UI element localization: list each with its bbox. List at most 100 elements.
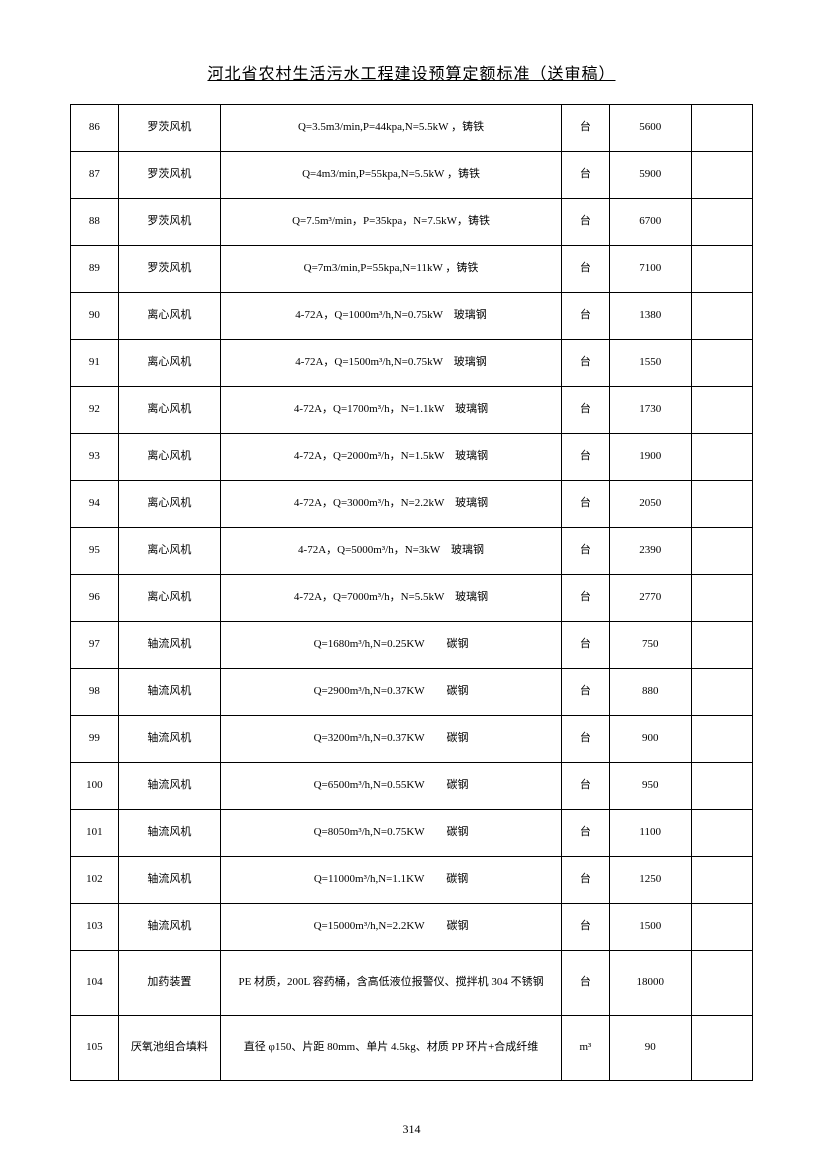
cell-note: [691, 387, 752, 434]
cell-note: [691, 904, 752, 951]
cell-name: 轴流风机: [118, 904, 220, 951]
cell-unit: 台: [562, 716, 610, 763]
cell-note: [691, 246, 752, 293]
cell-name: 加药装置: [118, 951, 220, 1016]
cell-note: [691, 857, 752, 904]
table-row: 87罗茨风机Q=4m3/min,P=55kpa,N=5.5kW ，铸铁台5900: [71, 152, 753, 199]
cell-price: 1250: [609, 857, 691, 904]
table-row: 86罗茨风机Q=3.5m3/min,P=44kpa,N=5.5kW ，铸铁台56…: [71, 105, 753, 152]
cell-idx: 93: [71, 434, 119, 481]
cell-name: 轴流风机: [118, 622, 220, 669]
cell-name: 离心风机: [118, 293, 220, 340]
cell-spec: PE 材质，200L 容药桶，含高低液位报警仪、搅拌机 304 不锈钢: [221, 951, 562, 1016]
cell-name: 轴流风机: [118, 716, 220, 763]
cell-price: 6700: [609, 199, 691, 246]
cell-spec: Q=15000m³/h,N=2.2KW 碳钢: [221, 904, 562, 951]
cell-idx: 97: [71, 622, 119, 669]
cell-price: 7100: [609, 246, 691, 293]
cell-price: 1900: [609, 434, 691, 481]
cell-note: [691, 293, 752, 340]
cell-idx: 100: [71, 763, 119, 810]
cell-idx: 88: [71, 199, 119, 246]
cell-price: 2770: [609, 575, 691, 622]
table-row: 88罗茨风机Q=7.5m³/min，P=35kpa，N=7.5kW，铸铁台670…: [71, 199, 753, 246]
cell-spec: Q=4m3/min,P=55kpa,N=5.5kW ，铸铁: [221, 152, 562, 199]
cell-idx: 102: [71, 857, 119, 904]
cell-idx: 96: [71, 575, 119, 622]
cell-idx: 94: [71, 481, 119, 528]
cell-spec: Q=2900m³/h,N=0.37KW 碳钢: [221, 669, 562, 716]
cell-price: 1550: [609, 340, 691, 387]
cell-price: 18000: [609, 951, 691, 1016]
cell-name: 轴流风机: [118, 669, 220, 716]
table-row: 100轴流风机Q=6500m³/h,N=0.55KW 碳钢台950: [71, 763, 753, 810]
cell-note: [691, 716, 752, 763]
table-row: 90离心风机4-72A，Q=1000m³/h,N=0.75kW 玻璃钢台1380: [71, 293, 753, 340]
table-row: 103轴流风机Q=15000m³/h,N=2.2KW 碳钢台1500: [71, 904, 753, 951]
cell-name: 离心风机: [118, 575, 220, 622]
cell-idx: 92: [71, 387, 119, 434]
cell-note: [691, 105, 752, 152]
cell-name: 轴流风机: [118, 857, 220, 904]
cell-name: 罗茨风机: [118, 246, 220, 293]
cell-name: 离心风机: [118, 434, 220, 481]
cell-note: [691, 669, 752, 716]
cell-note: [691, 1016, 752, 1081]
cell-spec: Q=8050m³/h,N=0.75KW 碳钢: [221, 810, 562, 857]
cell-note: [691, 763, 752, 810]
cell-unit: 台: [562, 481, 610, 528]
cell-price: 750: [609, 622, 691, 669]
cell-unit: 台: [562, 669, 610, 716]
cell-note: [691, 528, 752, 575]
cell-spec: 4-72A，Q=2000m³/h，N=1.5kW 玻璃钢: [221, 434, 562, 481]
cell-idx: 99: [71, 716, 119, 763]
cell-price: 1100: [609, 810, 691, 857]
cell-price: 5600: [609, 105, 691, 152]
cell-name: 离心风机: [118, 387, 220, 434]
table-row: 93离心风机4-72A，Q=2000m³/h，N=1.5kW 玻璃钢台1900: [71, 434, 753, 481]
table-row: 97轴流风机Q=1680m³/h,N=0.25KW 碳钢台750: [71, 622, 753, 669]
cell-note: [691, 340, 752, 387]
cell-price: 900: [609, 716, 691, 763]
cell-name: 罗茨风机: [118, 105, 220, 152]
cell-idx: 91: [71, 340, 119, 387]
cell-unit: 台: [562, 763, 610, 810]
cell-idx: 104: [71, 951, 119, 1016]
cell-name: 厌氧池组合填料: [118, 1016, 220, 1081]
cell-name: 轴流风机: [118, 763, 220, 810]
table-row: 102轴流风机Q=11000m³/h,N=1.1KW 碳钢台1250: [71, 857, 753, 904]
table-row: 96离心风机4-72A，Q=7000m³/h，N=5.5kW 玻璃钢台2770: [71, 575, 753, 622]
page-title: 河北省农村生活污水工程建设预算定额标准（送审稿）: [70, 60, 753, 84]
cell-price: 2390: [609, 528, 691, 575]
cell-spec: Q=6500m³/h,N=0.55KW 碳钢: [221, 763, 562, 810]
cell-unit: 台: [562, 105, 610, 152]
cell-note: [691, 622, 752, 669]
cell-unit: 台: [562, 340, 610, 387]
cell-note: [691, 481, 752, 528]
cell-spec: 4-72A，Q=7000m³/h，N=5.5kW 玻璃钢: [221, 575, 562, 622]
cell-name: 离心风机: [118, 481, 220, 528]
cell-spec: Q=3200m³/h,N=0.37KW 碳钢: [221, 716, 562, 763]
cell-price: 1730: [609, 387, 691, 434]
cell-price: 2050: [609, 481, 691, 528]
table-row: 94离心风机4-72A，Q=3000m³/h，N=2.2kW 玻璃钢台2050: [71, 481, 753, 528]
cell-unit: 台: [562, 622, 610, 669]
table-row: 99轴流风机Q=3200m³/h,N=0.37KW 碳钢台900: [71, 716, 753, 763]
cell-unit: 台: [562, 528, 610, 575]
cell-name: 罗茨风机: [118, 199, 220, 246]
cell-unit: 台: [562, 199, 610, 246]
cell-idx: 95: [71, 528, 119, 575]
cell-idx: 98: [71, 669, 119, 716]
cell-name: 罗茨风机: [118, 152, 220, 199]
cell-unit: 台: [562, 904, 610, 951]
table-row: 105厌氧池组合填料直径 φ150、片距 80mm、单片 4.5kg、材质 PP…: [71, 1016, 753, 1081]
cell-idx: 105: [71, 1016, 119, 1081]
cell-idx: 89: [71, 246, 119, 293]
cell-note: [691, 434, 752, 481]
cell-price: 950: [609, 763, 691, 810]
cell-spec: 4-72A，Q=1700m³/h，N=1.1kW 玻璃钢: [221, 387, 562, 434]
page-number: 314: [0, 1122, 823, 1137]
cell-unit: 台: [562, 152, 610, 199]
table-row: 104加药装置PE 材质，200L 容药桶，含高低液位报警仪、搅拌机 304 不…: [71, 951, 753, 1016]
cell-price: 90: [609, 1016, 691, 1081]
